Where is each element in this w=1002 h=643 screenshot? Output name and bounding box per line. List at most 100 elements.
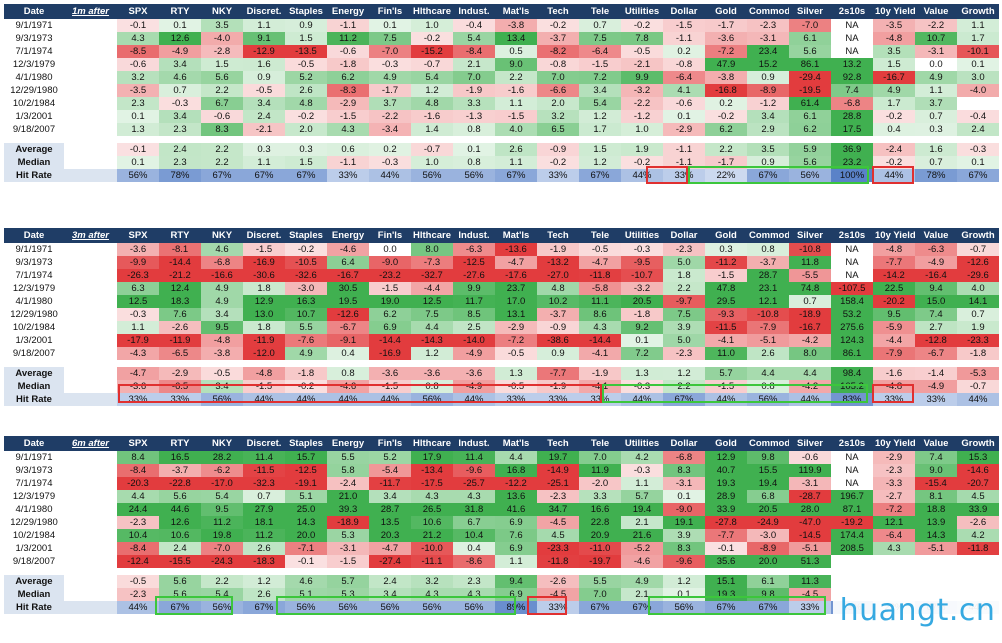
value-cell: -4.7 (369, 542, 411, 555)
value-cell: 4.2 (621, 451, 663, 464)
value-cell: -0.6 (789, 451, 831, 464)
date-cell: 9/18/2007 (4, 555, 64, 568)
value-cell: 12.6 (159, 516, 201, 529)
value-cell: 5.4 (411, 71, 453, 84)
value-cell: 1.6 (243, 58, 285, 71)
column-header: 10y Yield (873, 4, 915, 19)
value-cell: -2.9 (495, 321, 537, 334)
column-header: Hlthcare (411, 228, 453, 243)
hit-rate-cell: 67% (957, 169, 999, 182)
column-header: Dollar (663, 436, 705, 451)
value-cell: -24.9 (747, 516, 789, 529)
column-header: Mat'ls (495, 228, 537, 243)
value-cell: 4.6 (159, 71, 201, 84)
value-cell: 8.3 (201, 123, 243, 136)
value-cell: -7.2 (705, 45, 747, 58)
value-cell: 275.6 (831, 321, 873, 334)
value-cell: -11.8 (957, 542, 999, 555)
date-cell: 1/3/2001 (4, 542, 64, 555)
value-cell: 20.9 (579, 529, 621, 542)
value-cell: -7.1 (285, 542, 327, 555)
value-cell: -2.4 (327, 477, 369, 490)
value-cell: -30.6 (243, 269, 285, 282)
column-header: Gold (705, 4, 747, 19)
hit-rate-cell: 44% (621, 169, 663, 182)
value-cell: 7.4 (915, 451, 957, 464)
summary-cell: 15.1 (705, 575, 747, 588)
summary-cell: -1.6 (873, 367, 915, 380)
value-cell: -3.7 (159, 464, 201, 477)
value-cell: -3.7 (747, 256, 789, 269)
value-cell: 4.9 (201, 295, 243, 308)
spacer-cell (64, 575, 117, 588)
hit-rate-cell: 33% (537, 601, 579, 614)
value-cell: 20.3 (369, 529, 411, 542)
value-cell: 12.1 (747, 295, 789, 308)
hit-rate-cell: 33% (159, 393, 201, 406)
date-cell: 9/18/2007 (4, 123, 64, 136)
summary-cell: 5.7 (327, 575, 369, 588)
summary-cell: -4.5 (789, 588, 831, 601)
value-cell: -0.8 (663, 58, 705, 71)
value-cell: -14.0 (453, 334, 495, 347)
value-cell: 19.1 (663, 516, 705, 529)
value-cell: -1.5 (663, 19, 705, 32)
value-cell: -15.2 (411, 45, 453, 58)
spacer-cell (64, 19, 117, 32)
spacer-cell (64, 516, 117, 529)
column-header: 10y Yield (873, 436, 915, 451)
average-row: Average -0.5 5.6 2.2 1.2 4.6 5.7 2.4 3.2 2.3 9.4 -2… (4, 575, 999, 588)
results-table: Date 6m after SPX RTY NKY Discret. Staples Ener… (4, 436, 999, 614)
summary-cell: -2.4 (873, 143, 915, 156)
value-cell: -19.1 (285, 477, 327, 490)
value-cell: 1.5 (873, 58, 915, 71)
value-cell: 9.0 (915, 464, 957, 477)
date-header: Date (4, 4, 64, 19)
hit-rate-cell: 67% (747, 601, 789, 614)
spacer-cell (64, 321, 117, 334)
value-cell: 47.9 (705, 58, 747, 71)
value-cell: -10.8 (747, 308, 789, 321)
value-cell: 27.9 (243, 503, 285, 516)
value-cell: 4.9 (201, 282, 243, 295)
spacer-cell (64, 490, 117, 503)
value-cell: 13.6 (495, 490, 537, 503)
column-header: Growth (957, 228, 999, 243)
value-cell: -5.1 (789, 542, 831, 555)
spacer-cell (64, 588, 117, 601)
value-cell: 4.3 (873, 542, 915, 555)
value-cell: 9.5 (873, 308, 915, 321)
value-cell: 2.1 (621, 516, 663, 529)
spacer-cell (64, 269, 117, 282)
summary-cell: 2.3 (453, 575, 495, 588)
summary-cell: -3.6 (117, 380, 159, 393)
value-cell: 4.9 (873, 84, 915, 97)
hit-rate-cell: 67% (621, 601, 663, 614)
table-row: 12/3/1979 6.3 12.4 4.9 1.8 -3.0 30.5 -1.5 -4.4 9.… (4, 282, 999, 295)
spacer-cell (64, 110, 117, 123)
column-header: Gold (705, 436, 747, 451)
column-header: Tech (537, 4, 579, 19)
value-cell: -14.6 (957, 464, 999, 477)
column-header: RTY (159, 4, 201, 19)
date-cell: 12/3/1979 (4, 58, 64, 71)
date-cell: 7/1/1974 (4, 45, 64, 58)
value-cell: 19.3 (705, 477, 747, 490)
value-cell: -8.4 (117, 542, 159, 555)
value-cell: 5.4 (201, 490, 243, 503)
value-cell: 4.8 (411, 97, 453, 110)
value-cell: -8.4 (117, 464, 159, 477)
value-cell: 61.4 (789, 97, 831, 110)
value-cell: 10.7 (285, 308, 327, 321)
table-row: 7/1/1974 -26.3 -21.2 -16.6 -30.6 -32.6 -16.7 -2… (4, 269, 999, 282)
value-cell: 4.3 (411, 490, 453, 503)
value-cell: -0.5 (495, 347, 537, 360)
value-cell: -1.8 (621, 308, 663, 321)
value-cell: -27.4 (369, 555, 411, 568)
value-cell: -27.0 (537, 269, 579, 282)
value-cell: NA (831, 464, 873, 477)
value-cell: -7.9 (873, 347, 915, 360)
summary-cell: -1.4 (915, 367, 957, 380)
value-cell: -1.6 (495, 84, 537, 97)
value-cell: 4.3 (117, 32, 159, 45)
